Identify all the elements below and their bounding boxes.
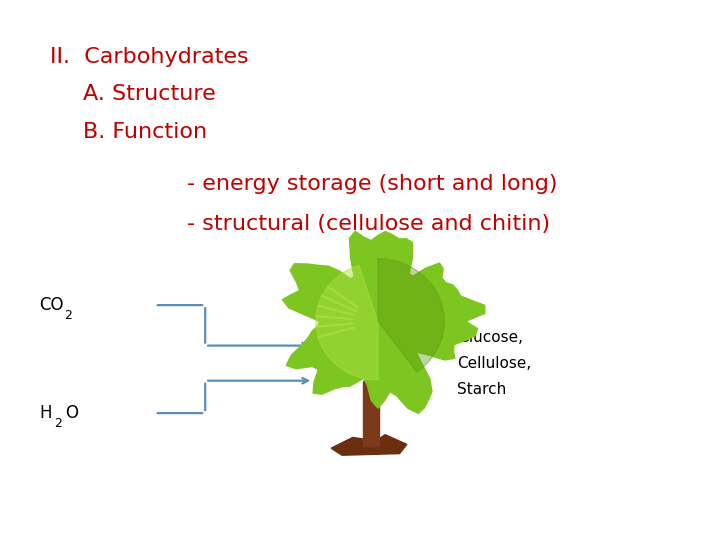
Polygon shape (378, 259, 444, 372)
Text: 2: 2 (64, 309, 72, 322)
Polygon shape (316, 266, 378, 380)
Text: Starch: Starch (457, 382, 506, 397)
Text: - structural (cellulose and chitin): - structural (cellulose and chitin) (187, 214, 550, 234)
Bar (363, 381, 379, 446)
Text: Glucose,: Glucose, (457, 330, 523, 345)
Polygon shape (282, 231, 485, 413)
Text: A. Structure: A. Structure (83, 84, 215, 105)
Text: 2: 2 (54, 417, 62, 430)
Text: H: H (40, 404, 52, 422)
Text: B. Function: B. Function (83, 122, 207, 143)
Text: CO: CO (40, 296, 64, 314)
Text: - energy storage (short and long): - energy storage (short and long) (187, 173, 558, 194)
Polygon shape (331, 435, 407, 455)
Text: II.  Carbohydrates: II. Carbohydrates (50, 46, 249, 67)
Text: Cellulose,: Cellulose, (457, 356, 531, 371)
Text: O: O (65, 404, 78, 422)
